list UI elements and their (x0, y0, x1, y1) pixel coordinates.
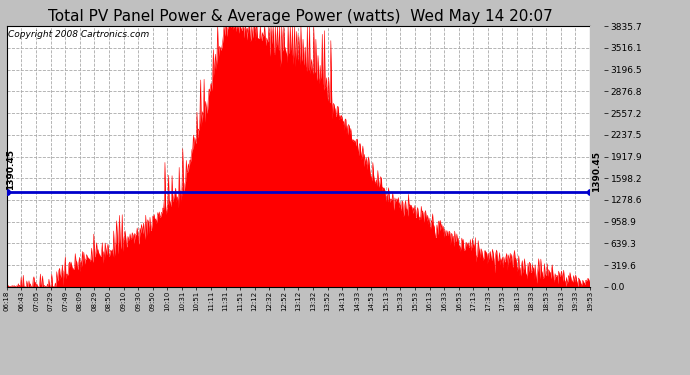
Text: Total PV Panel Power & Average Power (watts)  Wed May 14 20:07: Total PV Panel Power & Average Power (wa… (48, 9, 553, 24)
Text: 1390.45: 1390.45 (592, 152, 602, 192)
Text: 1390.45: 1390.45 (6, 149, 15, 190)
Text: Copyright 2008 Cartronics.com: Copyright 2008 Cartronics.com (8, 30, 150, 39)
